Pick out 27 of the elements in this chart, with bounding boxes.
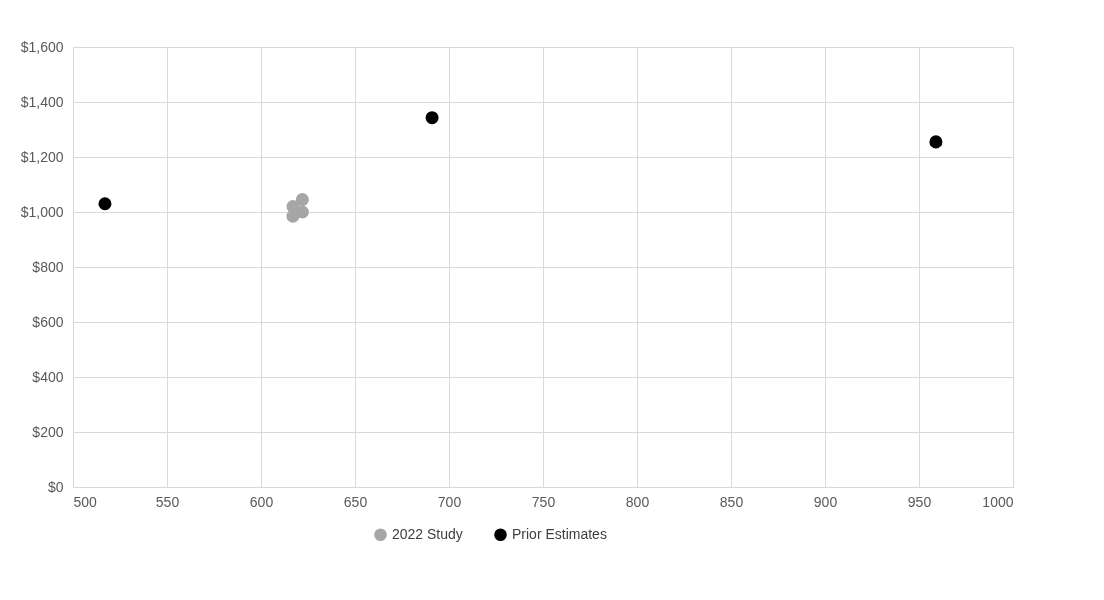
y-tick-label: $0 (47, 478, 64, 495)
x-tick-label: 900 (813, 493, 838, 510)
y-tick-label: $1,200 (20, 148, 64, 165)
point (425, 111, 439, 125)
y-tick-label: $1,000 (20, 203, 64, 220)
y-tick-label: $600 (32, 313, 64, 330)
x-tick-label: 650 (343, 493, 368, 510)
y-tick-label: $1,400 (20, 93, 64, 110)
y-tick-label: $1,600 (20, 38, 64, 55)
legend-label: Prior Estimates (512, 525, 607, 542)
x-tick-label: 550 (155, 493, 180, 510)
y-tick-label: $400 (32, 368, 64, 385)
legend-label: 2022 Study (392, 525, 463, 542)
y-tick-label: $800 (32, 258, 64, 275)
point (295, 205, 309, 219)
x-tick-label: 700 (437, 493, 462, 510)
x-tick-label: 800 (625, 493, 650, 510)
point (295, 193, 309, 207)
x-tick-label: 950 (907, 493, 932, 510)
point (98, 197, 112, 211)
x-tick-label: 1000 (982, 493, 1014, 510)
y-tick-label: $200 (32, 423, 64, 440)
x-tick-label: 500 (73, 493, 98, 510)
x-tick-label: 850 (719, 493, 744, 510)
x-tick-label: 600 (249, 493, 274, 510)
x-tick-label: 750 (531, 493, 556, 510)
point (929, 135, 943, 149)
